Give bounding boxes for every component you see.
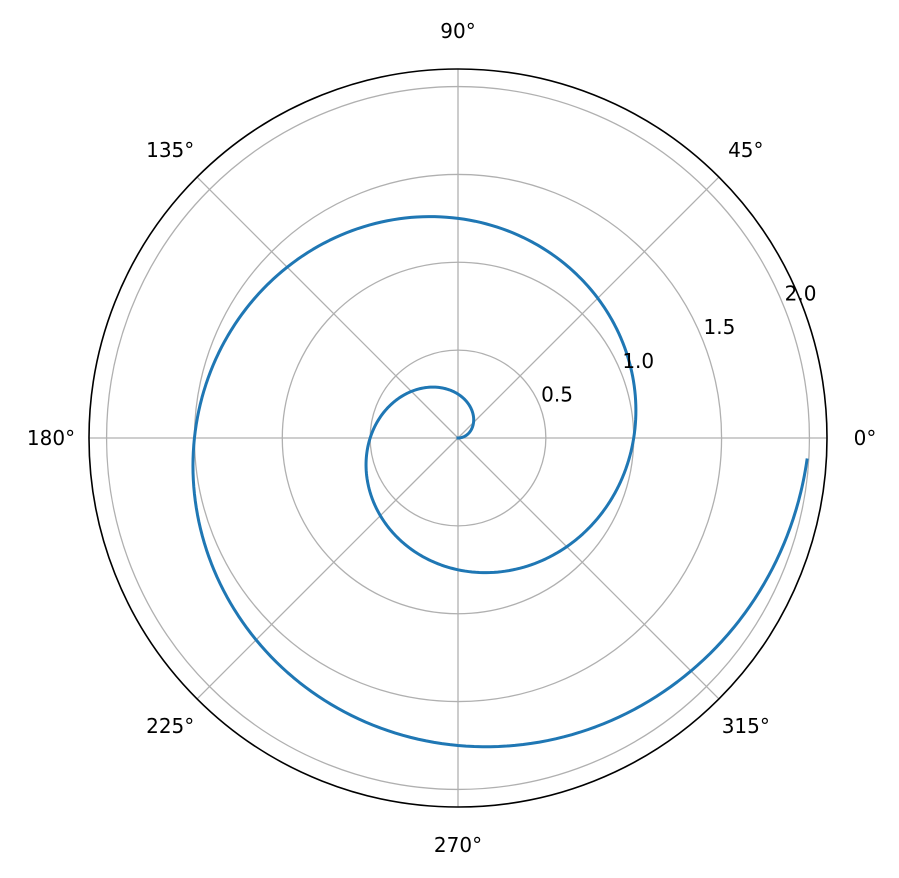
grid	[89, 69, 827, 807]
theta-gridline	[196, 176, 459, 439]
theta-tick-label: 180°	[27, 426, 75, 450]
series-layer	[191, 215, 809, 749]
theta-gridline	[457, 176, 720, 439]
theta-tick-label: 315°	[722, 714, 770, 738]
r-tick-label: 1.0	[622, 349, 654, 373]
theta-tick-label: 225°	[146, 714, 194, 738]
r-tick-label: 0.5	[541, 382, 573, 406]
theta-tick-label: 0°	[854, 426, 877, 450]
r-tick-label: 2.0	[785, 282, 817, 306]
r-tick-label: 1.5	[704, 315, 736, 339]
theta-tick-label: 90°	[440, 19, 475, 43]
spiral-line	[191, 215, 809, 749]
theta-tick-label: 135°	[146, 138, 194, 162]
tick-labels: 0.5 1.0 1.5 2.0 0° 45° 90° 135° 180° 225° 270° 315°	[27, 19, 876, 857]
theta-gridline	[196, 437, 459, 700]
theta-gridline	[457, 437, 720, 700]
theta-tick-label: 45°	[728, 138, 763, 162]
outer-spine	[88, 68, 828, 808]
theta-tick-label: 270°	[434, 833, 482, 857]
